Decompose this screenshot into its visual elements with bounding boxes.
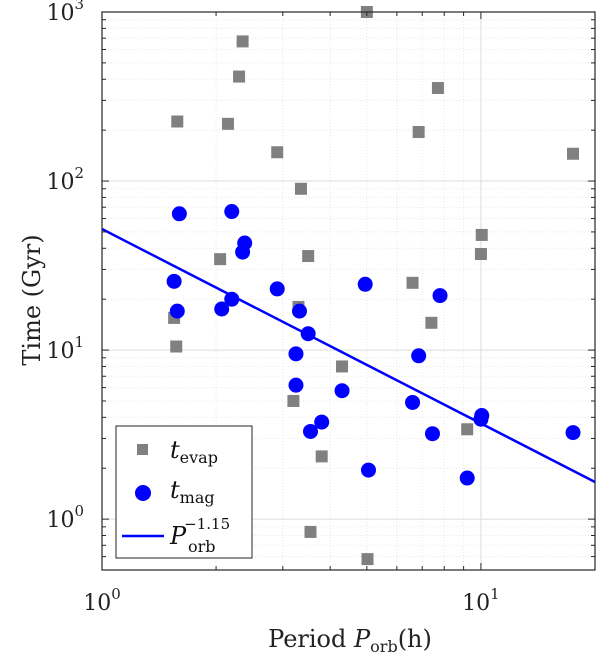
fit-line-layer [101, 227, 596, 484]
mag-point [169, 303, 185, 319]
legend-mag-label: tmag [170, 476, 215, 507]
legend-evap-var: t [170, 436, 180, 464]
evap-point [214, 253, 227, 266]
evap-point [425, 316, 438, 329]
mag-point [334, 383, 350, 399]
fit-line [101, 227, 596, 484]
evap-point [461, 423, 474, 436]
mag-point [357, 276, 373, 292]
mag-point [459, 470, 475, 486]
evap-point [406, 276, 419, 289]
x-tick-label: 100 [83, 585, 121, 616]
legend-evap-label: tevap [170, 436, 218, 467]
mag-point [269, 281, 285, 297]
evap-point [361, 553, 374, 566]
mag-point [565, 425, 581, 441]
mag-point [360, 462, 376, 478]
y-tick-label: 102 [46, 164, 84, 195]
legend-fit-label: P−1.15 orb [169, 515, 230, 556]
x-axis-label: Period Porb(h) [268, 625, 432, 656]
evap-point [233, 70, 246, 83]
y-tick-label: 103 [46, 0, 84, 26]
evap-point [431, 82, 444, 95]
evap-point [221, 117, 234, 130]
mag-point [302, 423, 318, 439]
x-axis-label-suffix: (h) [398, 625, 432, 653]
legend-mag-var: t [170, 476, 180, 504]
legend-fit-sup: −1.15 [184, 515, 230, 533]
legend-fit-sub: orb [188, 537, 216, 556]
mag-point [166, 273, 182, 289]
legend: tevap tmag P−1.15 orb [115, 425, 253, 559]
mag-point [171, 206, 187, 222]
evap-point [567, 147, 580, 160]
mag-point [300, 326, 316, 342]
legend-evap-sub: evap [180, 448, 218, 467]
data-marks [166, 6, 581, 566]
x-axis-label-prefix: Period [268, 625, 354, 653]
y-tick-label: 100 [46, 502, 84, 533]
mag-point [291, 303, 307, 319]
mag-point [224, 204, 240, 220]
evap-point [171, 115, 184, 128]
mag-point [405, 394, 421, 410]
evap-point [302, 250, 315, 263]
y-axis-label: Time (Gyr) [18, 234, 46, 365]
evap-point [271, 146, 284, 159]
evap-point [287, 394, 300, 407]
evap-point [474, 248, 487, 261]
mag-point [432, 288, 448, 304]
evap-point [336, 360, 349, 373]
y-tick-label: 101 [46, 333, 84, 364]
mag-point [288, 377, 304, 393]
mag-point [314, 414, 330, 430]
x-axis-label-var: P [353, 625, 371, 653]
evap-point [412, 126, 425, 139]
evap-point [294, 182, 307, 195]
x-axis-label-sub: orb [370, 637, 398, 656]
mag-point [214, 301, 230, 317]
x-tick-label: 101 [462, 585, 500, 616]
evap-point [304, 525, 317, 538]
evap-point [315, 450, 328, 463]
legend-fit-var: P [169, 522, 187, 550]
axis-ticks: 100 101 100 101 102 103 [46, 0, 596, 616]
mag-point [474, 408, 490, 424]
evap-point [236, 35, 249, 48]
mag-point [224, 291, 240, 307]
evap-point [170, 340, 183, 353]
mag-point [288, 346, 304, 362]
plot-frame [101, 11, 596, 571]
legend-mag-marker [135, 485, 151, 501]
mag-point [411, 348, 427, 364]
evap-point [475, 228, 488, 241]
legend-evap-marker [137, 444, 148, 455]
legend-mag-sub: mag [180, 488, 215, 507]
mag-point [237, 235, 253, 251]
mag-point [424, 426, 440, 442]
